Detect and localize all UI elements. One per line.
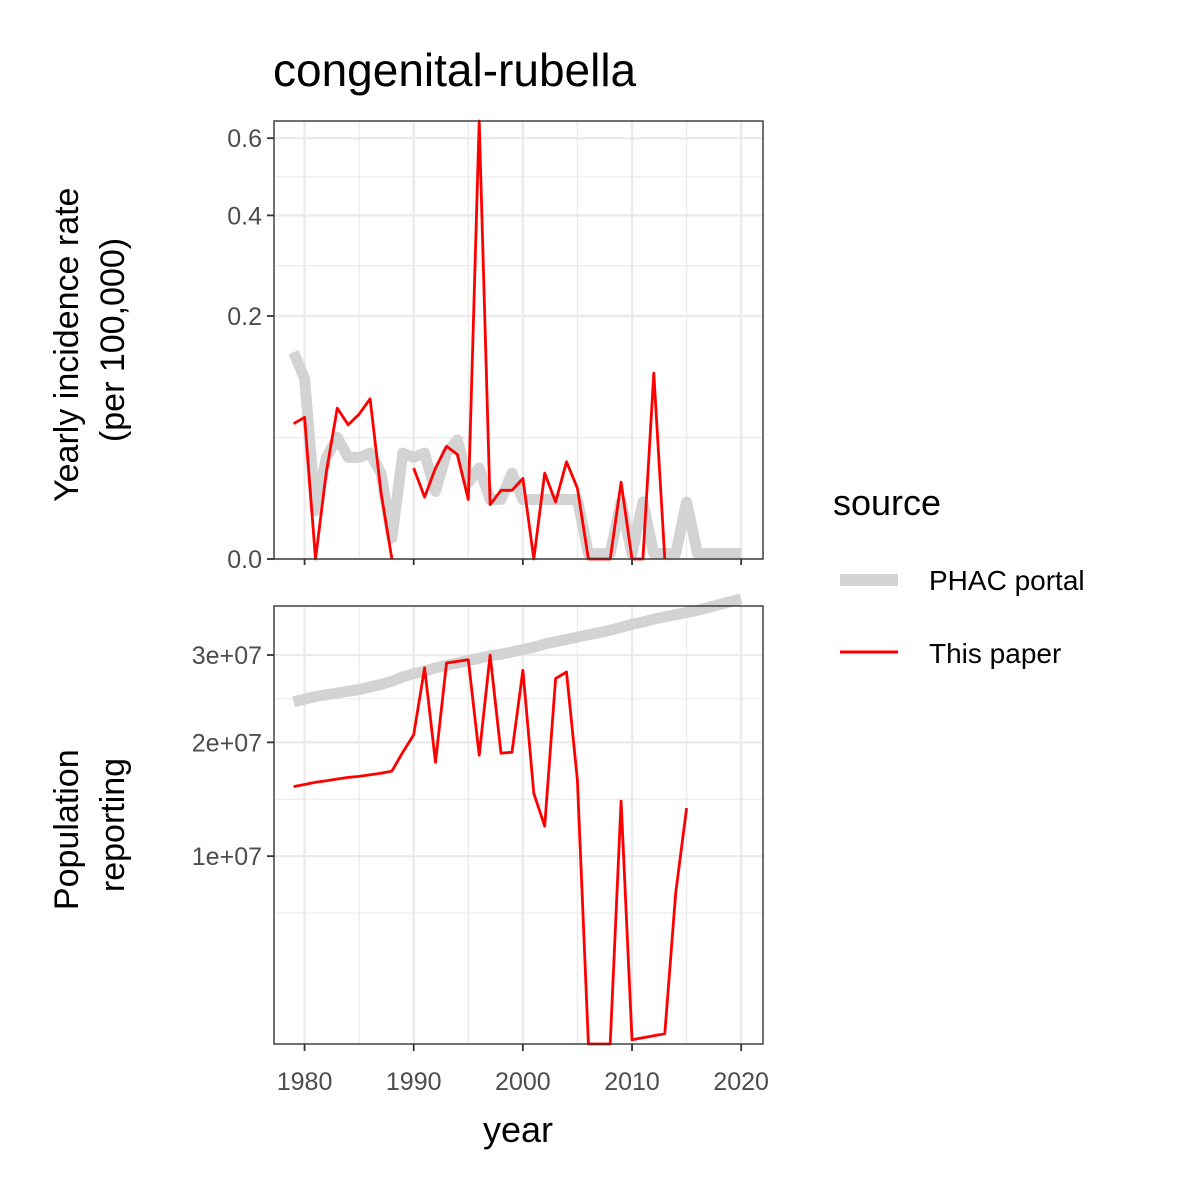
population-grid [274,606,763,1044]
incidence-ylabel-line-1: Yearly incidence rate [48,188,86,502]
series-line-this-paper [292,397,394,561]
incidence-series [288,119,742,561]
legend: source PHAC portal This paper [833,482,1085,669]
legend-label-this-paper: This paper [929,638,1061,669]
x-tick-label: 1980 [277,1068,333,1096]
y-tick-label: 0.0 [227,546,262,574]
legend-title: source [833,482,941,523]
y-tick-label: 3e+07 [192,642,262,670]
population-ylabel-line-2: reporting [94,758,132,892]
population-panel-background [274,606,763,1044]
incidence-panel-border [273,120,764,560]
population-series [292,593,743,1046]
y-tick-label: 0.4 [227,202,262,230]
population-y-axis: 1e+07 2e+07 3e+07 [192,642,274,871]
x-tick-label: 2010 [604,1068,660,1096]
population-panel-border [273,605,764,1045]
y-tick-label: 0.6 [227,125,262,153]
incidence-y-axis: 0.0 0.2 0.4 0.6 [227,125,743,574]
incidence-ylabel: Yearly incidence rate (per 100,000) [48,178,132,502]
y-tick-label: 1e+07 [192,843,262,871]
y-tick-label: 0.2 [227,303,262,331]
y-tick-label: 2e+07 [192,729,262,757]
population-panel: 1e+07 2e+07 3e+07 1980 1990 2000 2010 2020 Pop… [48,593,769,1096]
chart-title: congenital-rubella [273,44,637,96]
series-line-this-paper [412,119,667,561]
population-ylabel-line-1: Population [48,749,86,910]
incidence-panel: 0.0 0.2 0.4 0.6 Yearly incidence rate (per … [48,119,764,574]
legend-label-phac-portal: PHAC portal [929,565,1085,596]
x-tick-label: 2000 [495,1068,551,1096]
x-axis: 1980 1990 2000 2010 2020 [277,1044,769,1096]
population-ylabel: Population reporting [48,740,132,910]
series-line-this-paper [293,653,688,1046]
x-tick-label: 1990 [386,1068,442,1096]
x-axis-label: year [483,1109,553,1150]
series-line-phac-portal [292,593,743,708]
incidence-ylabel-line-2: (per 100,000) [94,238,132,442]
x-tick-label: 2020 [713,1068,769,1096]
